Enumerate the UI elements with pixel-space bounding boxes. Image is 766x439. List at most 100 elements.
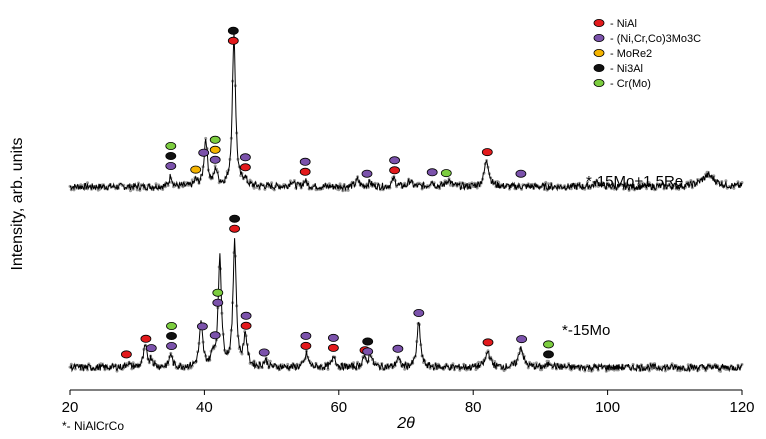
data-point <box>678 369 682 373</box>
marker-crmo <box>166 321 177 330</box>
marker-carbide <box>258 348 270 357</box>
legend-label: - MoRe2 <box>610 48 652 60</box>
marker-ni3al <box>543 350 554 359</box>
marker-carbide <box>198 148 210 157</box>
legend-marker-more2 <box>593 49 605 58</box>
series-1-trace <box>68 238 744 373</box>
marker-nial <box>121 350 132 359</box>
legend: - NiAl - (Ni,Cr,Co)3Mo3C - MoRe2 - Ni3Al - C… <box>593 18 701 90</box>
data-point <box>547 359 550 363</box>
marker-carbide <box>362 347 374 356</box>
x-tick-label: 60 <box>330 399 347 416</box>
data-point <box>686 363 690 367</box>
data-point <box>337 188 341 192</box>
legend-label: - (Ni,Cr,Co)3Mo3C <box>610 33 701 45</box>
data-point <box>161 188 165 191</box>
data-point <box>163 185 167 189</box>
data-point <box>129 189 132 193</box>
marker-carbide <box>413 308 425 317</box>
marker-carbide <box>145 344 157 353</box>
marker-carbide <box>515 169 527 178</box>
data-point <box>252 186 256 190</box>
data-point <box>443 179 447 183</box>
data-point <box>432 181 436 185</box>
data-point <box>587 369 591 373</box>
marker-nial <box>300 341 312 350</box>
marker-carbide <box>165 161 177 170</box>
marker-carbide <box>299 157 311 166</box>
data-point <box>585 180 589 184</box>
data-point <box>190 178 194 182</box>
marker-carbide <box>209 331 221 340</box>
data-point <box>526 366 530 370</box>
data-point <box>73 367 77 371</box>
data-point <box>569 187 573 191</box>
data-point <box>583 187 587 191</box>
legend-marker-carbide <box>593 34 605 43</box>
marker-carbide <box>426 168 438 177</box>
data-point <box>86 368 89 372</box>
marker-ni3al <box>362 337 374 346</box>
data-point <box>508 187 511 191</box>
marker-ni3al <box>165 151 177 160</box>
legend-label: - NiAl <box>610 18 637 30</box>
series-label-15mo-1-5re: *-15Mo+1.5Re <box>586 173 683 190</box>
marker-nial <box>240 321 252 330</box>
marker-carbide <box>327 333 339 342</box>
data-point <box>547 182 550 186</box>
data-point <box>213 164 217 168</box>
data-point <box>544 180 548 184</box>
marker-ni3al <box>227 26 239 35</box>
data-point <box>680 180 683 184</box>
marker-nial <box>327 343 339 352</box>
marker-more2 <box>190 165 202 174</box>
series-0-trace <box>68 30 744 193</box>
data-point <box>72 188 76 192</box>
data-point <box>540 368 544 372</box>
data-point <box>86 181 89 185</box>
marker-carbide <box>196 322 208 331</box>
data-point <box>467 182 471 186</box>
data-point <box>493 360 497 363</box>
marker-carbide <box>300 331 312 340</box>
data-point <box>458 368 462 372</box>
marker-carbide <box>389 156 401 165</box>
data-point <box>719 369 722 373</box>
marker-nial <box>299 167 311 176</box>
marker-carbide <box>392 344 404 353</box>
data-point <box>641 181 644 185</box>
x-tick-label: 100 <box>595 399 620 416</box>
y-axis-label: Intensity, arb. units <box>9 137 26 270</box>
marker-carbide <box>361 169 373 178</box>
data-point <box>736 180 740 184</box>
data-point <box>663 369 667 373</box>
data-point <box>286 362 290 366</box>
phase-markers <box>121 26 554 359</box>
marker-nial <box>229 224 241 233</box>
data-point <box>338 182 342 186</box>
data-point <box>204 136 208 140</box>
data-point <box>240 352 244 356</box>
x-tick-label: 120 <box>729 399 754 416</box>
data-point <box>712 174 716 178</box>
data-point <box>647 369 651 373</box>
data-point <box>352 361 356 365</box>
data-point <box>288 179 292 183</box>
data-point <box>135 188 139 192</box>
marker-carbide <box>516 335 527 344</box>
data-point <box>403 367 407 371</box>
x-axis: 20 40 60 80 100 120 <box>62 389 755 416</box>
data-point <box>166 363 170 367</box>
marker-nial <box>239 163 251 172</box>
marker-nial <box>140 334 152 343</box>
data-point <box>477 360 481 364</box>
legend-marker-ni3al <box>593 64 605 73</box>
marker-carbide <box>209 155 221 164</box>
marker-crmo <box>440 169 452 178</box>
marker-carbide <box>212 298 224 307</box>
marker-ni3al <box>229 214 241 223</box>
marker-more2 <box>209 145 221 154</box>
plot-area <box>68 30 744 373</box>
data-point <box>373 181 377 185</box>
